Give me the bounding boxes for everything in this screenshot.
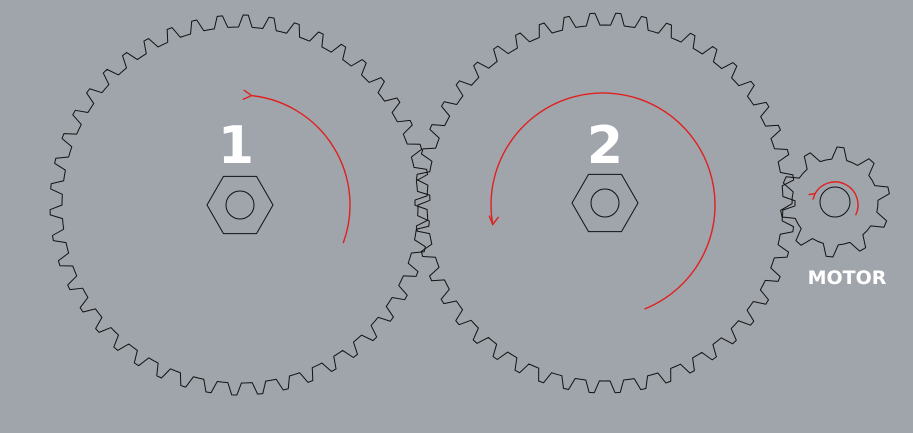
gear-2-outline <box>414 12 796 394</box>
gear-2-arrowhead-icon <box>488 215 499 226</box>
gear-1-rotation-arrow <box>250 94 351 244</box>
gear-1-bore <box>225 190 255 220</box>
motor-gear-hub <box>819 186 851 218</box>
gear-2-rotation-arrow <box>490 92 716 310</box>
motor-gear: MOTOR <box>780 146 890 289</box>
gear-1-label: 1 <box>218 116 254 176</box>
motor-arrowhead-icon <box>808 192 817 200</box>
gear-2-bore <box>590 188 620 218</box>
motor-label: MOTOR <box>808 267 887 289</box>
gear-1-outline <box>49 14 431 396</box>
gear-1: 1 <box>49 14 431 396</box>
gear-2-hex-nut <box>571 173 639 233</box>
gear-2-label: 2 <box>587 116 623 176</box>
gear-1-arrowhead-icon <box>242 89 253 100</box>
gear-1-hex-nut <box>206 175 274 235</box>
gear-2: 2 <box>414 12 796 394</box>
motor-rotation-arrow <box>814 181 859 216</box>
motor-gear-outline <box>780 146 890 258</box>
